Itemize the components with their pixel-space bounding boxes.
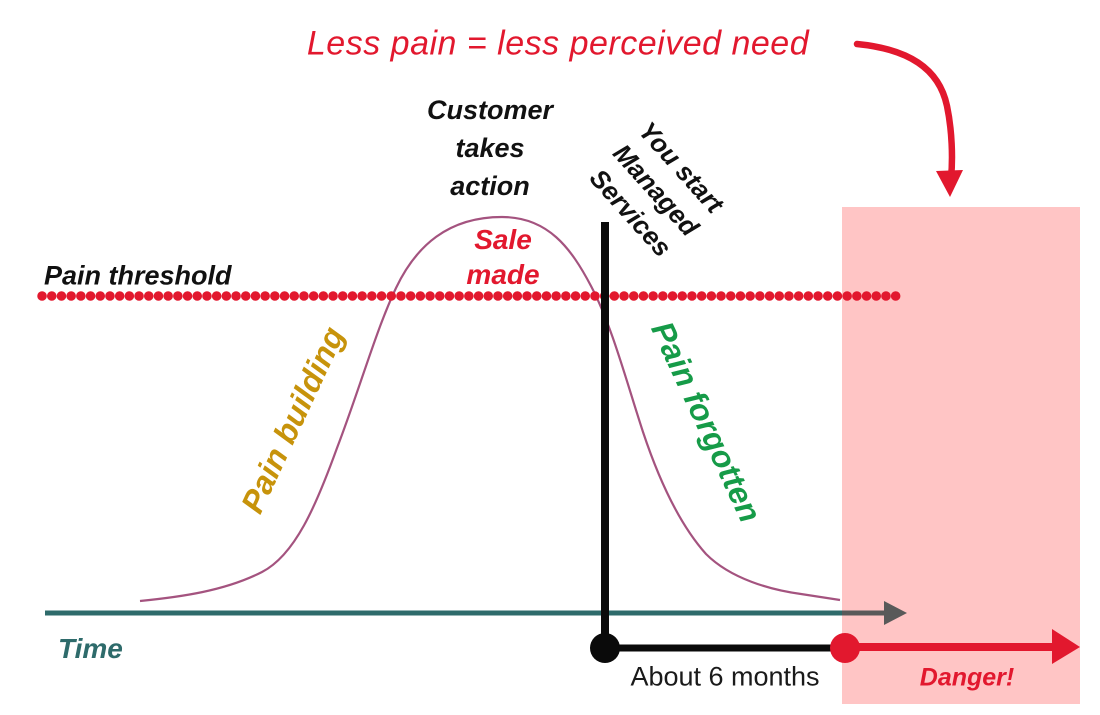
title-annotation: Less pain = less perceived need [306,24,810,63]
duration-label: About 6 months [630,661,820,692]
time-axis-arrowhead-icon [884,601,907,625]
pain-threshold-label: Pain threshold [44,260,232,291]
title-curved-arrowhead-icon [936,170,963,197]
pain-curve [139,215,841,603]
danger-label: Danger! [919,663,1015,692]
time-axis-label: Time [58,633,123,664]
sale-made-label: Sale made [466,224,540,290]
event-start-dot [590,633,620,663]
danger-zone-background [842,207,1080,704]
danger-arrowhead-icon [1052,629,1080,664]
danger-start-dot [830,633,860,663]
customer-takes-action-label: Customer takes action [426,95,554,201]
title-curved-arrow-line [853,40,956,182]
